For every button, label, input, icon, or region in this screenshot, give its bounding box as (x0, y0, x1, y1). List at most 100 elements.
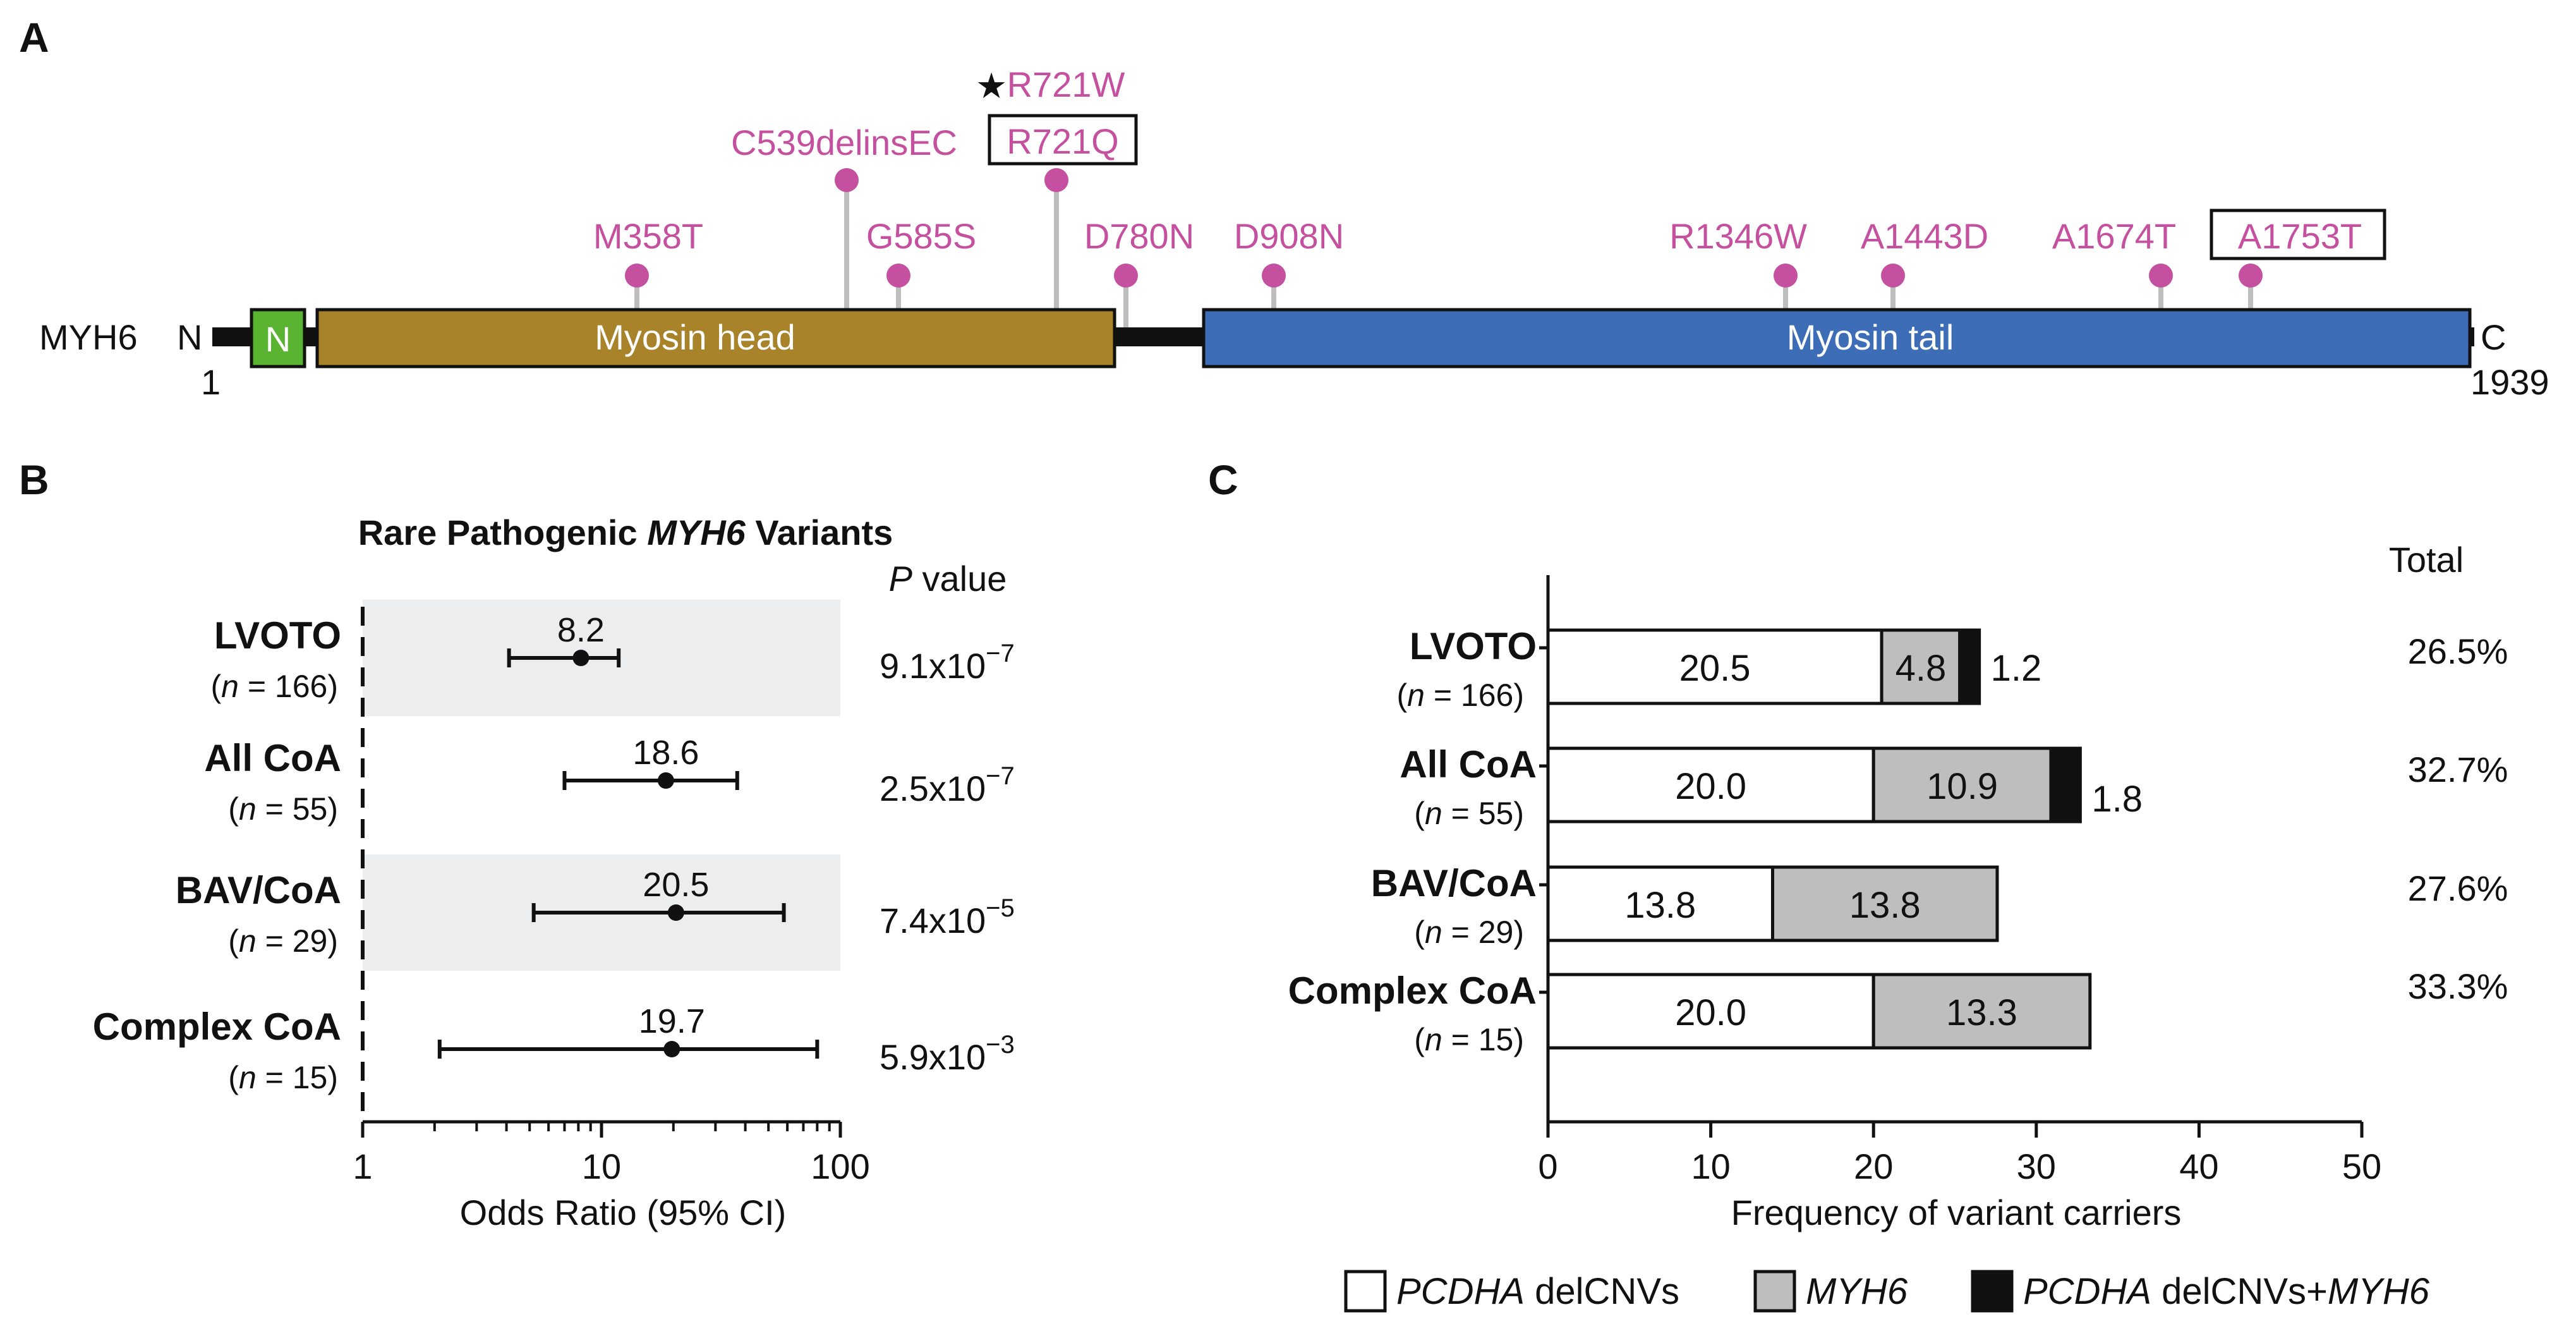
panel-label-a: A (19, 14, 49, 61)
variant-label: A1674T (2052, 216, 2176, 256)
n-symbol: n (1425, 796, 1442, 831)
variant-label: A1753T (2238, 216, 2362, 256)
p-mantissa: 9.1x10 (880, 646, 986, 686)
dot-r721q (1044, 168, 1068, 192)
dot-a1443d (1881, 264, 1905, 288)
legend-italic: PCDHA (2023, 1271, 2151, 1312)
n-symbol: n (1425, 1022, 1442, 1057)
category-name: All CoA (1400, 743, 1537, 786)
category-name: Complex CoA (1288, 969, 1537, 1012)
category-n-label: (n = 166) (1396, 678, 1524, 713)
odds-ratio-point (572, 650, 590, 666)
myosin-head-label: Myosin head (595, 317, 795, 357)
category-n-label: (n = 15) (1414, 1022, 1524, 1057)
segment-label: 13.3 (1946, 992, 2017, 1033)
category-name: BAV/CoA (1371, 862, 1537, 904)
end-position: 1939 (2470, 362, 2549, 402)
p-mantissa: 5.9x10 (880, 1037, 986, 1077)
n-paren: ( (228, 791, 239, 827)
n-paren: ( (1396, 678, 1407, 713)
bar-segment (1546, 628, 1884, 705)
odds-ratio-label: 8.2 (557, 611, 605, 649)
bar-segment (1872, 973, 2092, 1050)
protein-name: MYH6 (39, 317, 138, 357)
x-tick-label: 10 (582, 1146, 621, 1186)
legend-label: MYH6 (1806, 1271, 1908, 1312)
n-paren: ( (228, 923, 239, 959)
panel-label-b: B (19, 456, 49, 503)
segment-label: 1.8 (2091, 779, 2143, 820)
forest-x-axis-title: Odds Ratio (95% CI) (460, 1193, 787, 1232)
star-icon: ★ (976, 66, 1007, 106)
variant-label: G585S (866, 216, 976, 256)
bar-segment (1546, 865, 1774, 942)
n-value: = 15) (1442, 1022, 1524, 1057)
x-tick-label: 10 (1691, 1146, 1730, 1186)
pvalue-header: P value (889, 559, 1007, 599)
variant-label: R721W (1007, 64, 1125, 104)
p-value: 9.1x10−7 (880, 640, 1015, 686)
group-n-label: (n = 166) (210, 669, 338, 704)
n-symbol: n (239, 1060, 257, 1095)
n-paren: ( (228, 1060, 239, 1095)
group-name: BAV/CoA (176, 869, 341, 911)
legend-swatch (1971, 1270, 2014, 1313)
category-n-label: (n = 55) (1414, 796, 1524, 831)
c-terminus-label: C (2481, 317, 2506, 357)
dot-a1753t (2239, 264, 2263, 288)
n-value: = 29) (1442, 915, 1524, 950)
legend-swatch (1753, 1270, 1796, 1313)
bar-segment (1546, 973, 1875, 1050)
group-name: LVOTO (214, 614, 341, 657)
bar-marks (1546, 628, 2092, 1050)
variant-label: R721Q (1007, 121, 1118, 161)
n-value: = 29) (257, 923, 338, 959)
legend-italic-2: MYH6 (2328, 1271, 2430, 1312)
n-symbol: n (1425, 915, 1442, 950)
n-domain-label: N (265, 319, 291, 359)
n-paren: ( (1414, 796, 1425, 831)
variant-label: M358T (593, 216, 703, 256)
p-mantissa: 2.5x10 (880, 769, 986, 808)
group-n-label: (n = 29) (228, 923, 338, 959)
variant-label: R1346W (1669, 216, 1807, 256)
segment-label: 20.0 (1675, 992, 1746, 1033)
panel-b: B Rare Pathogenic MYH6 Variants P value … (19, 456, 1015, 1232)
bar-x-axis: 0 10 20 30 40 50 (1538, 575, 2381, 1186)
forest-title: Rare Pathogenic MYH6 Variants (358, 513, 893, 552)
total-header: Total (2389, 540, 2464, 580)
dot-c539delinsec (835, 168, 859, 192)
bar-segment (1872, 746, 2053, 824)
total-value: 26.5% (2408, 631, 2508, 671)
x-tick-label: 50 (2342, 1146, 2381, 1186)
total-value: 27.6% (2408, 868, 2508, 908)
odds-ratio-label: 19.7 (639, 1002, 705, 1040)
group-n-label: (n = 15) (228, 1060, 338, 1095)
category-name: LVOTO (1410, 625, 1537, 667)
n-terminus-label: N (177, 317, 202, 357)
segment-label: 4.8 (1896, 648, 1947, 689)
panel-a: A N Myosin head Myosin tail MYH6 N C 1 1… (19, 14, 2549, 402)
bar-segment (1880, 628, 1962, 705)
dot-d780n (1114, 264, 1138, 288)
odds-ratio-point (657, 772, 674, 789)
odds-ratio-label: 18.6 (632, 734, 699, 772)
n-value: = 55) (1442, 796, 1524, 831)
forest-shading (363, 600, 840, 971)
a1753t-highlight-box (2210, 209, 2386, 260)
n-symbol: n (239, 791, 257, 827)
legend-swatch (1344, 1270, 1387, 1313)
legend-text: delCNVs+ (2151, 1271, 2328, 1312)
segment-label: 13.8 (1624, 885, 1696, 926)
legend-label: PCDHA delCNVs (1396, 1271, 1679, 1312)
variant-labels: M358T C539delinsEC G585S R721W R721Q D78… (593, 64, 2362, 256)
n-symbol: n (1407, 678, 1425, 713)
p-value: 7.4x10−5 (880, 894, 1015, 940)
category-n-label: (n = 29) (1414, 915, 1524, 950)
n-domain (250, 308, 306, 368)
panel-label-c: C (1208, 456, 1238, 503)
myosin-tail-domain (1202, 308, 2472, 368)
